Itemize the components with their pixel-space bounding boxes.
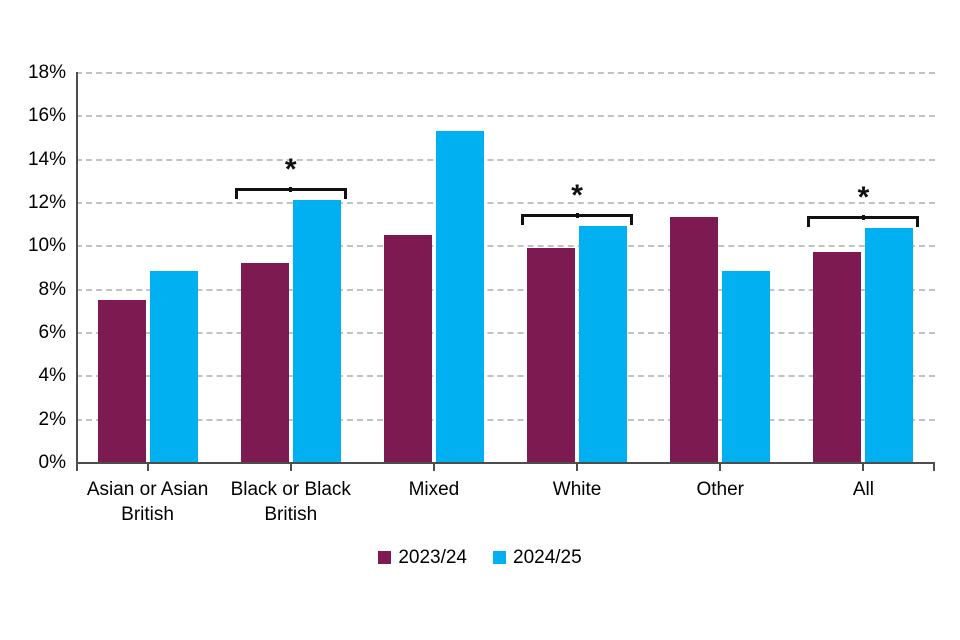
bracket-end-cap — [630, 216, 634, 225]
gridline — [76, 202, 935, 204]
x-axis-tick — [432, 464, 435, 471]
bar-2023-24-white — [527, 247, 576, 462]
significance-asterisk: * — [284, 152, 297, 186]
legend-label: 2024/25 — [513, 546, 582, 568]
x-axis-tick — [862, 464, 865, 471]
x-axis-tick — [576, 464, 579, 471]
bar-2023-24-black-or-black-british — [240, 262, 289, 462]
bar-2024-25-all — [865, 228, 914, 462]
bar-2024-25-black-or-black-british — [292, 199, 341, 462]
bracket-end-cap — [521, 216, 525, 225]
bracket-end-cap — [234, 190, 238, 199]
y-tick-label: 12% — [27, 192, 66, 213]
x-axis-tick — [76, 464, 78, 471]
bar-2024-25-white — [579, 225, 628, 462]
gridline — [76, 115, 935, 118]
bar-2024-25-asian-or-asian-british — [149, 271, 198, 462]
bracket-center-tick — [575, 212, 579, 218]
legend-swatch-icon — [378, 550, 392, 564]
x-axis-line — [76, 462, 935, 464]
x-category-label: Black or Black British — [230, 479, 351, 525]
gridline — [76, 245, 935, 248]
y-tick-label: 14% — [27, 148, 66, 170]
bar-2023-24-mixed — [383, 234, 432, 462]
x-axis-tick — [933, 464, 935, 471]
x-category-label: White — [552, 479, 602, 500]
gridline — [76, 418, 935, 421]
significance-asterisk: * — [571, 178, 583, 212]
bracket-center-tick — [861, 215, 865, 220]
y-tick-label: 8% — [38, 278, 66, 300]
gridline — [76, 332, 935, 334]
y-tick-label: 16% — [27, 105, 66, 127]
y-tick-label: 4% — [38, 365, 66, 387]
x-category-label: Asian or Asian British — [86, 479, 209, 525]
gridline — [76, 288, 935, 291]
bracket-end-cap — [807, 219, 811, 227]
bar-2023-24-other — [670, 217, 719, 462]
significance-bracket — [807, 215, 920, 227]
legend-label: 2023/24 — [398, 546, 467, 568]
bar-2024-25-mixed — [435, 130, 484, 462]
bar-2023-24-all — [813, 251, 862, 462]
bracket-end-cap — [916, 219, 920, 227]
x-category-label: All — [852, 479, 874, 500]
x-category-label: Mixed — [408, 479, 460, 500]
x-axis-tick — [146, 464, 149, 471]
y-axis-line — [76, 72, 78, 462]
gridline — [76, 158, 935, 161]
gridline — [76, 375, 935, 378]
x-category-label: Other — [696, 479, 745, 500]
y-tick-label: 18% — [27, 62, 66, 83]
legend-item: 2024/25 — [493, 548, 582, 567]
bracket-center-tick — [289, 186, 293, 192]
y-tick-label: 6% — [38, 322, 66, 343]
bar-2024-25-other — [722, 271, 771, 462]
chart-legend: 2023/24 2024/25 — [0, 544, 960, 570]
x-axis-tick — [719, 464, 722, 471]
significance-asterisk: * — [857, 181, 870, 214]
y-tick-label: 10% — [27, 235, 66, 257]
legend-item: 2023/24 — [378, 548, 467, 567]
x-axis-tick — [289, 464, 292, 471]
legend-swatch-icon — [493, 550, 506, 564]
y-tick-label: 2% — [38, 408, 66, 430]
y-tick-label: 0% — [38, 452, 66, 473]
significance-bracket — [234, 186, 347, 199]
plot-area: * * * — [76, 72, 935, 471]
bar-2023-24-asian-or-asian-british — [97, 299, 146, 462]
bracket-end-cap — [343, 190, 347, 199]
significance-bracket — [521, 212, 634, 225]
gridline — [76, 72, 935, 74]
